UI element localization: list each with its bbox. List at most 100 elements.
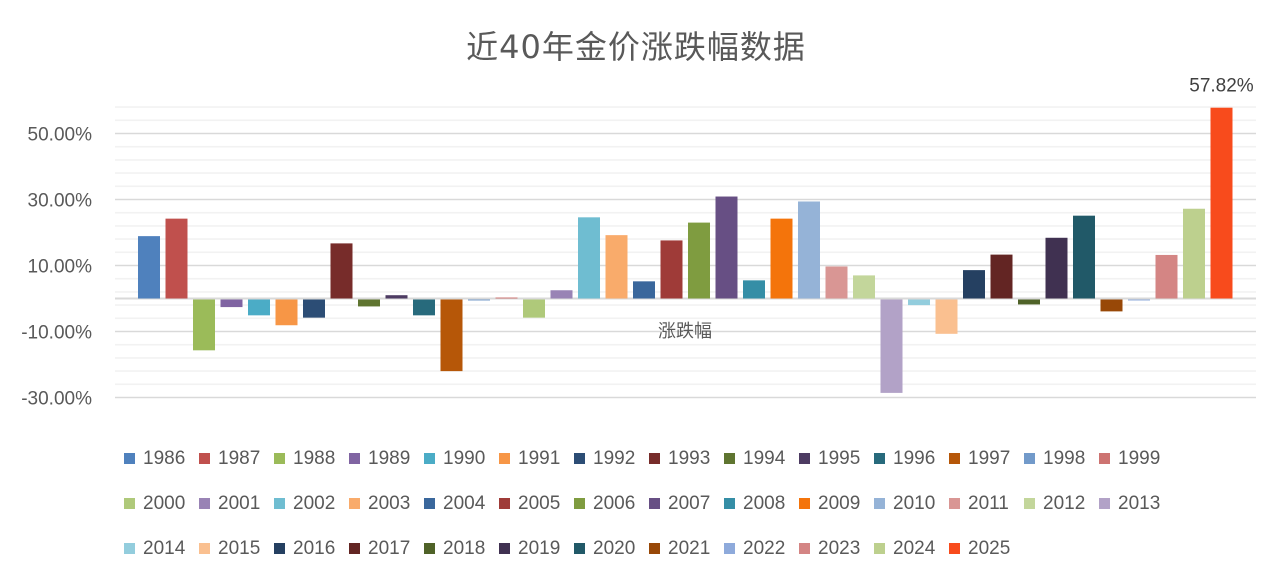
- legend-item[interactable]: 1987: [199, 445, 274, 473]
- bar-1986: [138, 236, 160, 299]
- legend-item[interactable]: 2002: [274, 490, 349, 518]
- bar-1990: [248, 299, 270, 316]
- legend-swatch: [499, 453, 510, 464]
- bar-2016: [963, 270, 985, 299]
- legend-label: 2006: [593, 492, 636, 514]
- legend-item[interactable]: 2025: [949, 535, 1024, 563]
- legend-item[interactable]: 2019: [499, 535, 574, 563]
- legend-item[interactable]: 2001: [199, 490, 274, 518]
- legend-label: 2009: [818, 492, 861, 514]
- legend-swatch: [424, 543, 435, 554]
- legend-swatch: [274, 453, 285, 464]
- bar-2015: [935, 299, 958, 334]
- legend-item[interactable]: 2021: [649, 535, 724, 563]
- legend-item[interactable]: 1986: [124, 445, 199, 473]
- y-axis-ticks: 50.00% 30.00% 10.00% -10.00% -30.00%: [21, 125, 92, 410]
- bar-2006: [688, 222, 710, 299]
- legend-item[interactable]: 1990: [424, 445, 499, 473]
- legend-swatch: [649, 543, 660, 554]
- legend-item[interactable]: 2023: [799, 535, 874, 563]
- bar-2019: [1045, 237, 1068, 299]
- legend-item[interactable]: 2015: [199, 535, 274, 563]
- legend-swatch: [649, 498, 660, 509]
- legend-item[interactable]: 2022: [724, 535, 799, 563]
- legend-item[interactable]: 2024: [874, 535, 949, 563]
- bar-1998: [468, 299, 490, 301]
- legend-swatch: [574, 453, 585, 464]
- legend: 1986 1987 1988 1989 1990 1991 1992 1993 1994 1995…: [124, 436, 1224, 571]
- bar-2010: [798, 201, 820, 299]
- bar-2024: [1183, 208, 1205, 299]
- legend-item[interactable]: 2011: [949, 490, 1024, 518]
- bar-1987: [165, 218, 188, 299]
- legend-item[interactable]: 2004: [424, 490, 499, 518]
- legend-item[interactable]: 1996: [874, 445, 949, 473]
- legend-label: 2016: [293, 537, 336, 559]
- legend-item[interactable]: 1989: [349, 445, 424, 473]
- legend-swatch: [724, 453, 735, 464]
- legend-swatch: [424, 498, 435, 509]
- legend-item[interactable]: 2003: [349, 490, 424, 518]
- legend-label: 1999: [1118, 447, 1161, 469]
- legend-item[interactable]: 2009: [799, 490, 874, 518]
- legend-item[interactable]: 2000: [124, 490, 199, 518]
- legend-label: 2012: [1043, 492, 1086, 514]
- y-tick-label: -10.00%: [21, 323, 92, 344]
- data-label-2025: 57.82%: [1189, 76, 1254, 97]
- y-tick-label: 30.00%: [28, 191, 93, 212]
- legend-label: 1986: [143, 447, 186, 469]
- legend-item[interactable]: 2020: [574, 535, 649, 563]
- legend-row: 1986 1987 1988 1989 1990 1991 1992 1993 1994 1995…: [124, 436, 1224, 481]
- plot-area: 50.00%30.00%10.00%-10.00%-30.00% 57.82% …: [21, 76, 1256, 410]
- legend-swatch: [649, 453, 660, 464]
- legend-swatch: [199, 453, 210, 464]
- bar-2003: [605, 235, 628, 299]
- legend-label: 2024: [893, 537, 936, 559]
- legend-label: 2004: [443, 492, 486, 514]
- legend-item[interactable]: 1992: [574, 445, 649, 473]
- legend-swatch: [349, 543, 360, 554]
- legend-swatch: [124, 498, 135, 509]
- legend-label: 2007: [668, 492, 711, 514]
- bar-2012: [853, 275, 875, 299]
- legend-item[interactable]: 2016: [274, 535, 349, 563]
- legend-item[interactable]: 2014: [124, 535, 199, 563]
- legend-item[interactable]: 2005: [499, 490, 574, 518]
- legend-item[interactable]: 2012: [1024, 490, 1099, 518]
- legend-item[interactable]: 2013: [1099, 490, 1174, 518]
- legend-label: 1992: [593, 447, 636, 469]
- legend-item[interactable]: 1991: [499, 445, 574, 473]
- bar-2005: [660, 240, 683, 299]
- bar-1994: [358, 299, 380, 307]
- legend-item[interactable]: 2006: [574, 490, 649, 518]
- legend-label: 2015: [218, 537, 261, 559]
- bar-1995: [385, 295, 408, 299]
- legend-label: 1989: [368, 447, 411, 469]
- bar-2020: [1073, 215, 1095, 299]
- legend-item[interactable]: 1994: [724, 445, 799, 473]
- legend-item[interactable]: 2010: [874, 490, 949, 518]
- bar-2009: [770, 218, 793, 299]
- legend-label: 2000: [143, 492, 186, 514]
- legend-swatch: [349, 453, 360, 464]
- bar-1988: [193, 299, 215, 351]
- bar-2002: [578, 217, 600, 299]
- legend-item[interactable]: 1995: [799, 445, 874, 473]
- legend-swatch: [124, 543, 135, 554]
- legend-label: 1996: [893, 447, 936, 469]
- legend-item[interactable]: 2008: [724, 490, 799, 518]
- legend-label: 2014: [143, 537, 186, 559]
- legend-swatch: [274, 498, 285, 509]
- legend-item[interactable]: 1993: [649, 445, 724, 473]
- legend-swatch: [199, 543, 210, 554]
- legend-item[interactable]: 2018: [424, 535, 499, 563]
- bar-1992: [303, 299, 325, 318]
- legend-swatch: [574, 543, 585, 554]
- legend-item[interactable]: 1999: [1099, 445, 1174, 473]
- legend-item[interactable]: 1988: [274, 445, 349, 473]
- legend-item[interactable]: 1998: [1024, 445, 1099, 473]
- bar-2013: [880, 299, 903, 393]
- legend-item[interactable]: 2017: [349, 535, 424, 563]
- legend-item[interactable]: 2007: [649, 490, 724, 518]
- legend-item[interactable]: 1997: [949, 445, 1024, 473]
